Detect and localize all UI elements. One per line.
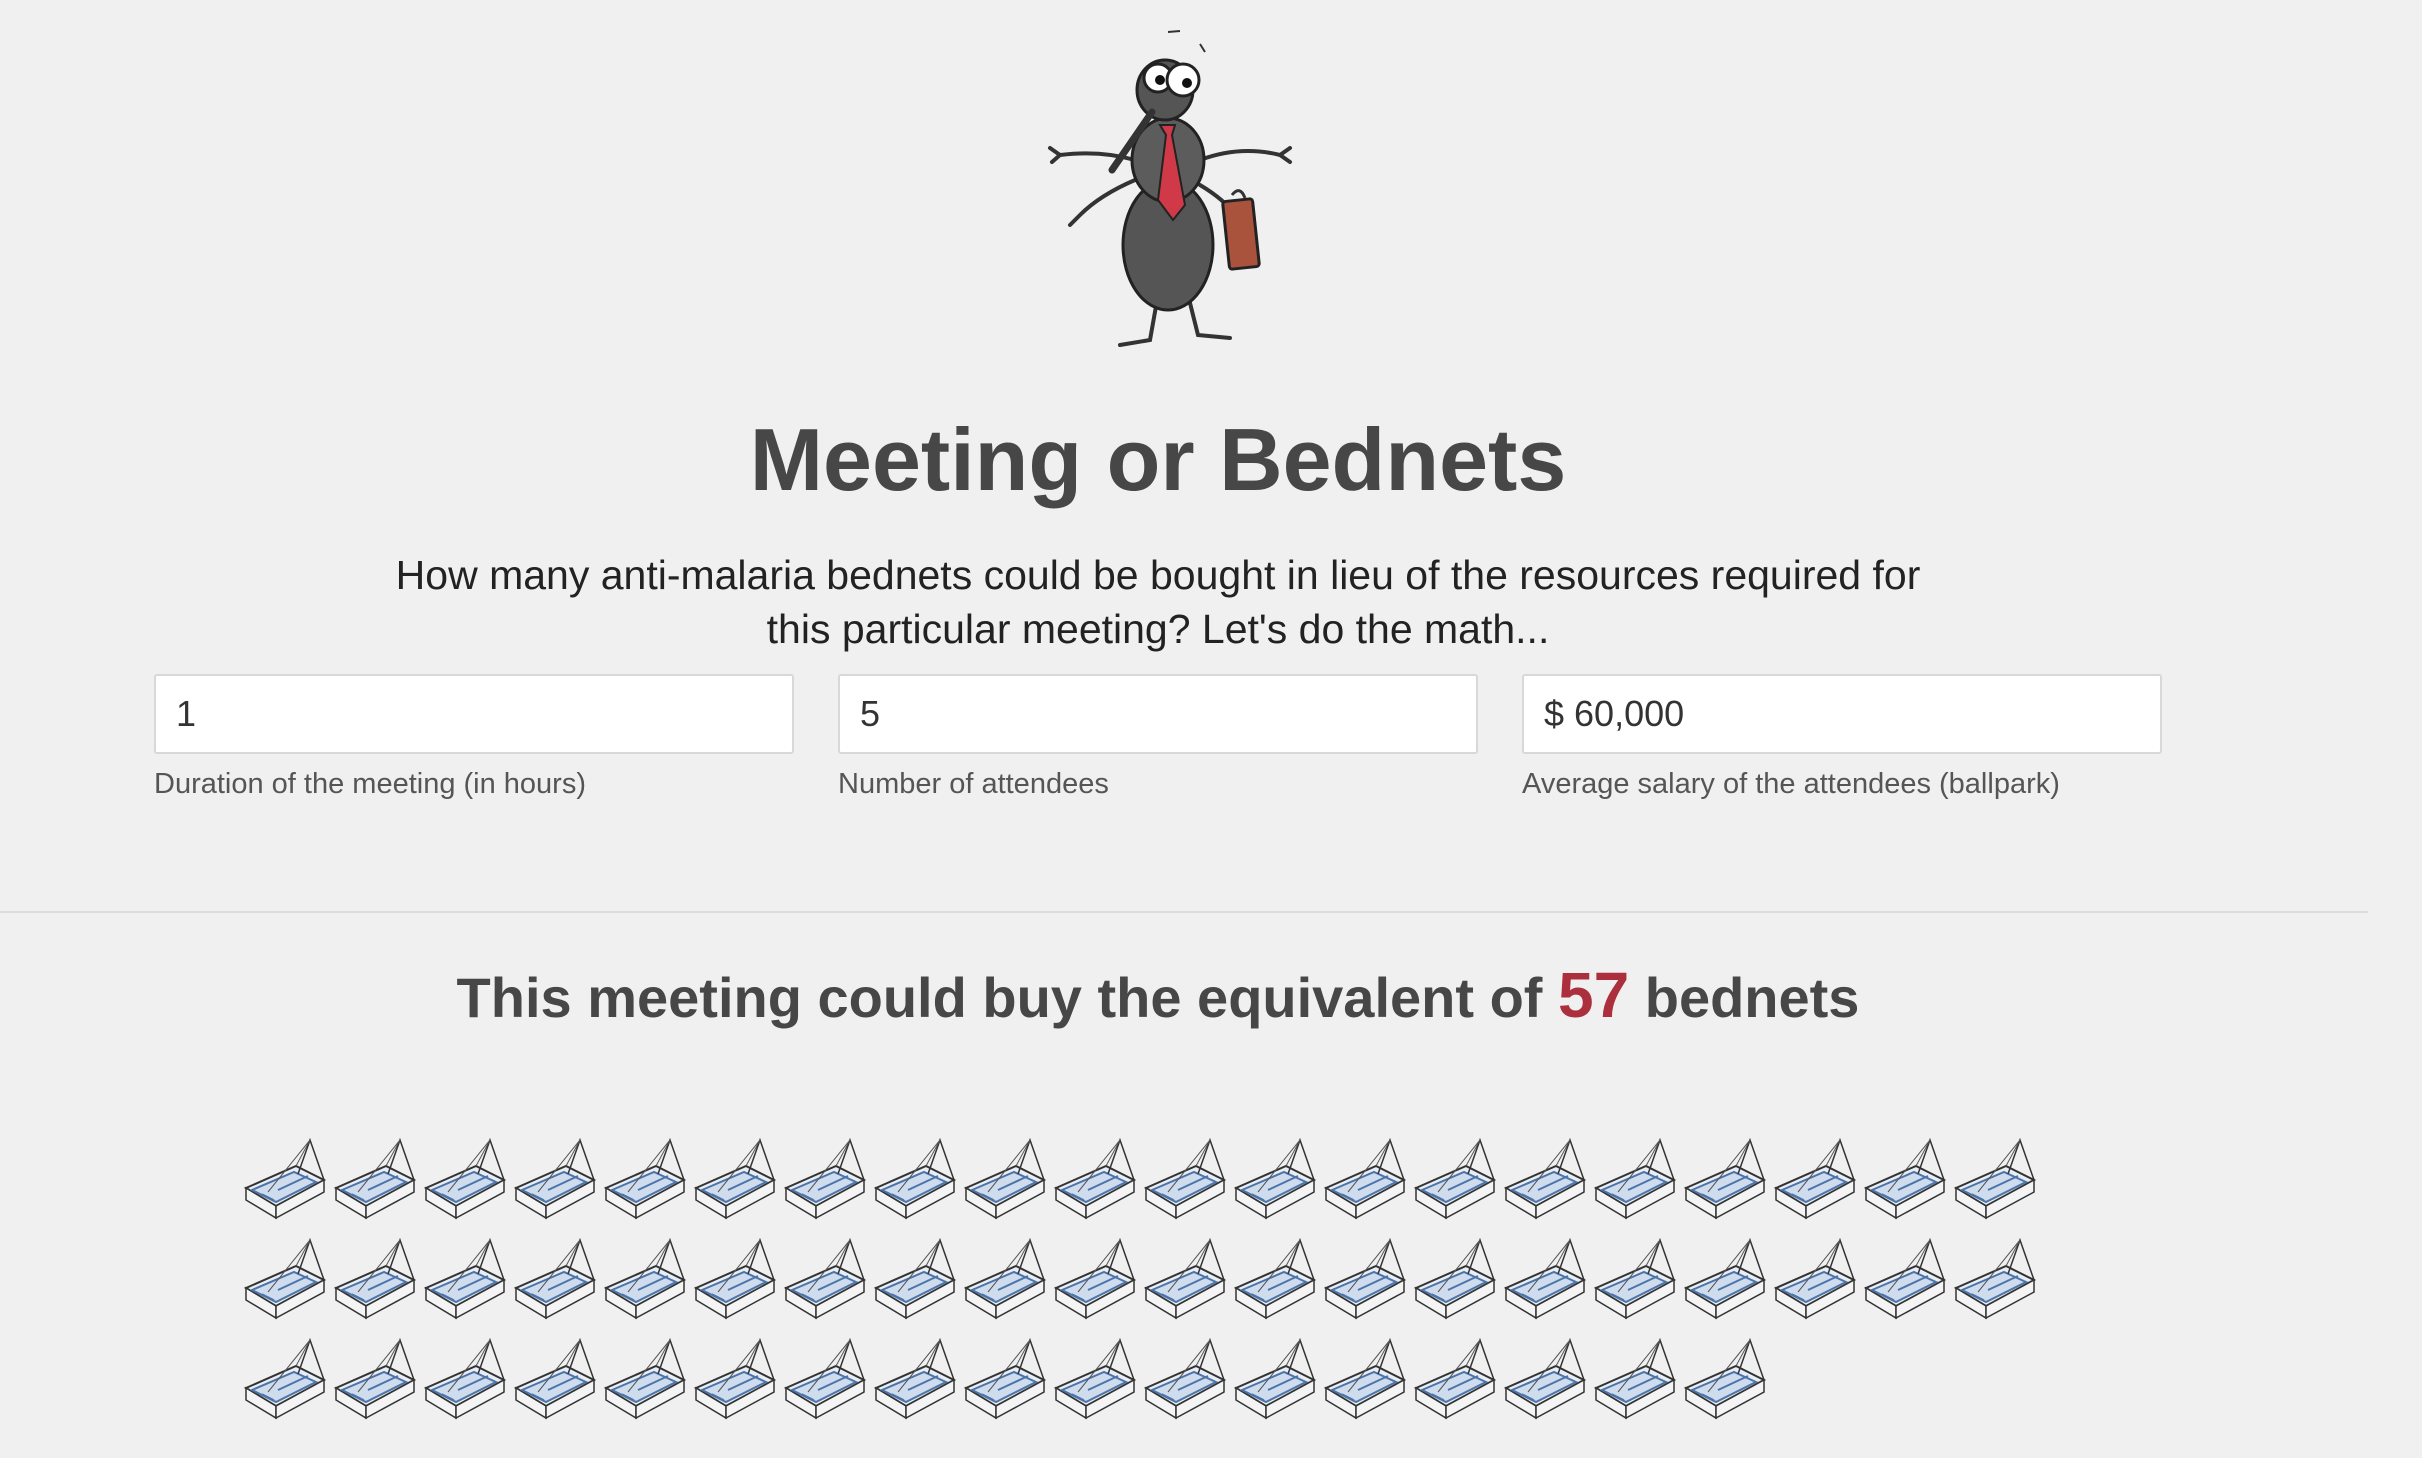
duration-input[interactable] bbox=[154, 674, 794, 754]
bednet-icon bbox=[1048, 1130, 1138, 1230]
bednet-icon bbox=[1678, 1130, 1768, 1230]
bednet-icon bbox=[238, 1330, 328, 1430]
bednet-icon bbox=[508, 1130, 598, 1230]
bednet-icon bbox=[958, 1230, 1048, 1330]
bednet-icon bbox=[328, 1130, 418, 1230]
bednet-icon bbox=[1228, 1230, 1318, 1330]
bednet-icon bbox=[1228, 1330, 1318, 1430]
bednet-icon bbox=[868, 1230, 958, 1330]
bednet-icon bbox=[418, 1130, 508, 1230]
bednet-row bbox=[238, 1130, 2058, 1230]
salary-input[interactable] bbox=[1522, 674, 2162, 754]
attendees-field-group: Number of attendees bbox=[838, 674, 1478, 801]
page-title: Meeting or Bednets bbox=[749, 410, 1567, 509]
mosquito-businessman-icon bbox=[1048, 30, 1292, 347]
bednet-icon bbox=[778, 1330, 868, 1430]
bednet-icon bbox=[778, 1230, 868, 1330]
result-heading: This meeting could buy the equivalent of… bbox=[0, 955, 2316, 1038]
bednet-icon bbox=[1498, 1130, 1588, 1230]
bednet-row bbox=[238, 1330, 2058, 1430]
bednet-row bbox=[238, 1230, 2058, 1330]
bednet-icon bbox=[778, 1130, 868, 1230]
result-suffix: bednets bbox=[1644, 966, 1860, 1029]
intro-text: How many anti-malaria bednets could be b… bbox=[358, 548, 1958, 656]
bednet-icon bbox=[1408, 1230, 1498, 1330]
bednet-icon bbox=[958, 1330, 1048, 1430]
salary-field-group: Average salary of the attendees (ballpar… bbox=[1522, 674, 2162, 801]
intro-line-2: this particular meeting? Let's do the ma… bbox=[766, 606, 1550, 652]
bednet-icon bbox=[1318, 1230, 1408, 1330]
bednet-icon bbox=[1408, 1130, 1498, 1230]
bednet-icon bbox=[238, 1130, 328, 1230]
bednet-icon bbox=[1408, 1330, 1498, 1430]
duration-label: Duration of the meeting (in hours) bbox=[154, 768, 586, 800]
bednet-icon bbox=[418, 1330, 508, 1430]
bednet-icon bbox=[508, 1330, 598, 1430]
attendees-label: Number of attendees bbox=[838, 768, 1109, 800]
bednet-icon bbox=[1678, 1330, 1768, 1430]
bednet-icon bbox=[418, 1230, 508, 1330]
bednet-icon bbox=[598, 1130, 688, 1230]
salary-label: Average salary of the attendees (ballpar… bbox=[1522, 768, 2060, 800]
bednet-icon bbox=[1318, 1130, 1408, 1230]
bednet-icon bbox=[1588, 1130, 1678, 1230]
bednet-icon bbox=[868, 1330, 958, 1430]
bednet-icon bbox=[1678, 1230, 1768, 1330]
bednet-icon bbox=[1588, 1330, 1678, 1430]
bednet-icon bbox=[1768, 1130, 1858, 1230]
result-prefix: This meeting could buy the equivalent of bbox=[456, 966, 1543, 1029]
bednet-icon bbox=[328, 1330, 418, 1430]
bednet-grid bbox=[238, 1130, 2058, 1430]
bednet-icon bbox=[688, 1330, 778, 1430]
bednet-icon bbox=[1768, 1230, 1858, 1330]
section-divider bbox=[0, 911, 2368, 913]
bednet-icon bbox=[1588, 1230, 1678, 1330]
bednet-icon bbox=[958, 1130, 1048, 1230]
bednet-icon bbox=[1138, 1130, 1228, 1230]
bednet-count: 57 bbox=[1557, 959, 1630, 1031]
bednet-icon bbox=[1318, 1330, 1408, 1430]
bednet-icon bbox=[1498, 1330, 1588, 1430]
intro-line-1: How many anti-malaria bednets could be b… bbox=[395, 552, 1921, 598]
bednet-icon bbox=[1858, 1130, 1948, 1230]
bednet-icon bbox=[598, 1230, 688, 1330]
bednet-icon bbox=[1228, 1130, 1318, 1230]
bednet-icon bbox=[1498, 1230, 1588, 1330]
bednet-icon bbox=[598, 1330, 688, 1430]
duration-field-group: Duration of the meeting (in hours) bbox=[154, 674, 794, 801]
bednet-icon bbox=[1138, 1230, 1228, 1330]
bednet-icon bbox=[508, 1230, 598, 1330]
bednet-icon bbox=[328, 1230, 418, 1330]
bednet-icon bbox=[1048, 1230, 1138, 1330]
bednet-icon bbox=[868, 1130, 958, 1230]
bednet-icon bbox=[238, 1230, 328, 1330]
bednet-icon bbox=[1948, 1130, 2038, 1230]
bednet-icon bbox=[1048, 1330, 1138, 1430]
bednet-icon bbox=[1858, 1230, 1948, 1330]
bednet-icon bbox=[1138, 1330, 1228, 1430]
bednet-icon bbox=[688, 1130, 778, 1230]
attendees-input[interactable] bbox=[838, 674, 1478, 754]
bednet-icon bbox=[688, 1230, 778, 1330]
bednet-icon bbox=[1948, 1230, 2038, 1330]
